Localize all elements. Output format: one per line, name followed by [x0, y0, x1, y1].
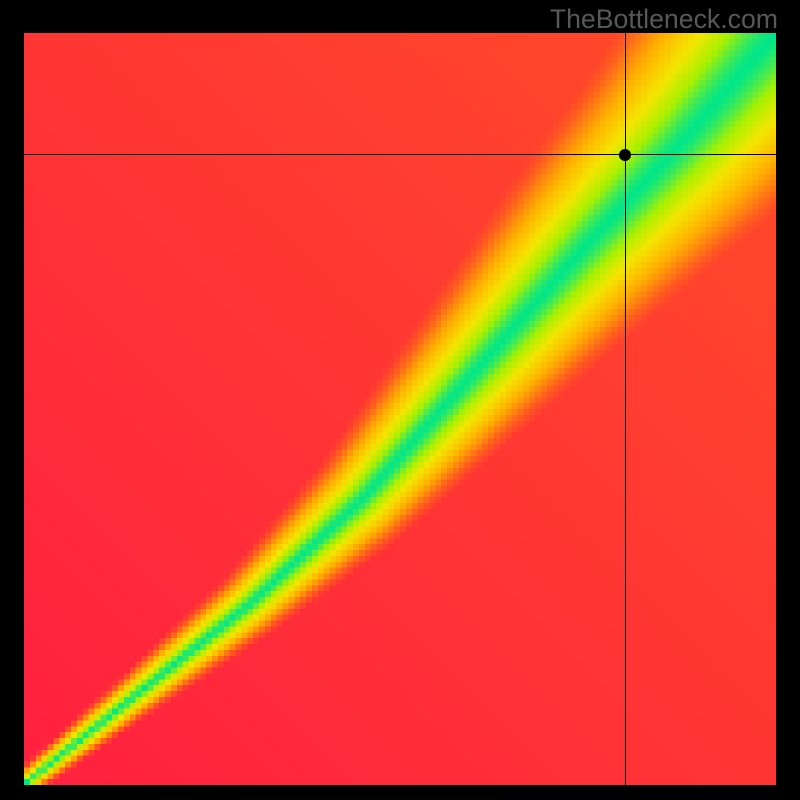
watermark-text: TheBottleneck.com [550, 4, 778, 35]
chart-container: TheBottleneck.com [0, 0, 800, 800]
crosshair-vertical-line [625, 33, 626, 785]
bottleneck-heatmap [24, 33, 776, 785]
crosshair-marker-dot [619, 149, 631, 161]
crosshair-horizontal-line [24, 154, 776, 155]
